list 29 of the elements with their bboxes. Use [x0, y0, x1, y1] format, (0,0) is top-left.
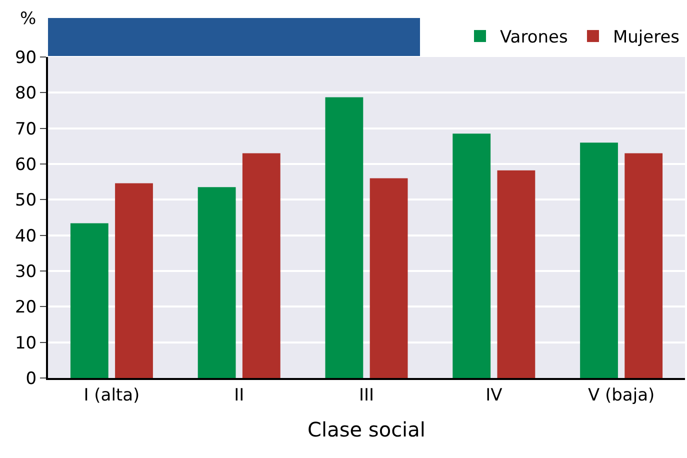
- x-tick-label: IV: [486, 385, 503, 406]
- bar: [580, 142, 618, 378]
- y-tick-label: 90: [14, 48, 37, 68]
- y-tick-label: 60: [14, 154, 37, 175]
- y-tick-label: 70: [14, 119, 37, 140]
- bar: [115, 183, 153, 378]
- bar: [242, 153, 280, 378]
- legend-label: Mujeres: [612, 28, 680, 48]
- bar: [624, 153, 663, 378]
- bar: [497, 170, 536, 378]
- x-tick-label: V (baja): [588, 385, 655, 406]
- x-tick-label: II: [234, 385, 244, 406]
- bar: [370, 178, 408, 378]
- x-tick-label: III: [358, 385, 374, 406]
- y-tick-label: 30: [14, 262, 37, 282]
- y-axis-title: %: [20, 9, 36, 29]
- bar: [70, 223, 108, 378]
- x-axis-title: Clase social: [308, 417, 426, 442]
- legend-label: Varones: [500, 28, 568, 48]
- x-tick-label: I (alta): [84, 385, 140, 406]
- y-tick-label: 20: [14, 298, 37, 318]
- bar: [325, 97, 364, 378]
- bar: [452, 134, 491, 378]
- y-tick-label: 10: [14, 333, 37, 354]
- bar: [198, 187, 236, 378]
- y-tick-label: 0: [26, 368, 37, 389]
- y-tick-label: 80: [14, 84, 37, 104]
- y-tick-label: 50: [14, 190, 37, 211]
- y-tick-label: 40: [14, 226, 37, 246]
